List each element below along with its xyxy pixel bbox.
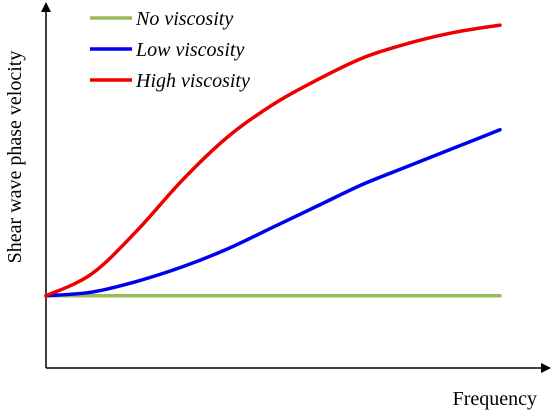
x-axis-label: Frequency xyxy=(453,388,537,410)
legend-label-low-viscosity: Low viscosity xyxy=(135,39,244,61)
y-axis-label: Shear wave phase velocity xyxy=(4,51,26,264)
legend: No viscosity Low viscosity High viscosity xyxy=(90,8,250,92)
series-layer xyxy=(44,23,502,298)
legend-label-no-viscosity: No viscosity xyxy=(135,8,233,30)
series-line-high-viscosity xyxy=(44,23,502,298)
legend-label-high-viscosity: High viscosity xyxy=(135,70,250,92)
series-line-low-viscosity xyxy=(44,127,502,298)
